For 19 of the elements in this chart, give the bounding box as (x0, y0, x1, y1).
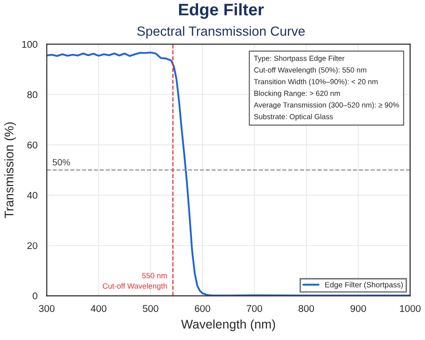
chart-title: Edge Filter (179, 3, 264, 19)
y-axis-title: Transmission (%) (4, 122, 16, 218)
ref-line-label: 50% (52, 159, 70, 166)
x-tick-label: 700 (246, 305, 262, 312)
x-tick-label: 800 (298, 305, 314, 312)
y-tick-label: 0 (32, 292, 38, 300)
x-axis-title: Wavelength (nm) (181, 319, 276, 332)
chart-subtitle: Spectral Transmission Curve (137, 26, 305, 38)
x-tick-label: 900 (350, 305, 366, 312)
x-tick-label: 500 (142, 305, 158, 312)
x-tick-label: 1000 (400, 305, 421, 312)
y-tick-label: 60 (27, 142, 38, 148)
y-tick-label: 20 (27, 242, 38, 250)
y-tick-label: 80 (27, 91, 38, 98)
x-tick-label: 300 (39, 305, 54, 312)
x-tick-label: 400 (90, 305, 106, 312)
y-tick-label: 100 (22, 40, 38, 48)
x-tick-label: 600 (194, 305, 210, 312)
y-tick-label: 40 (27, 192, 38, 199)
